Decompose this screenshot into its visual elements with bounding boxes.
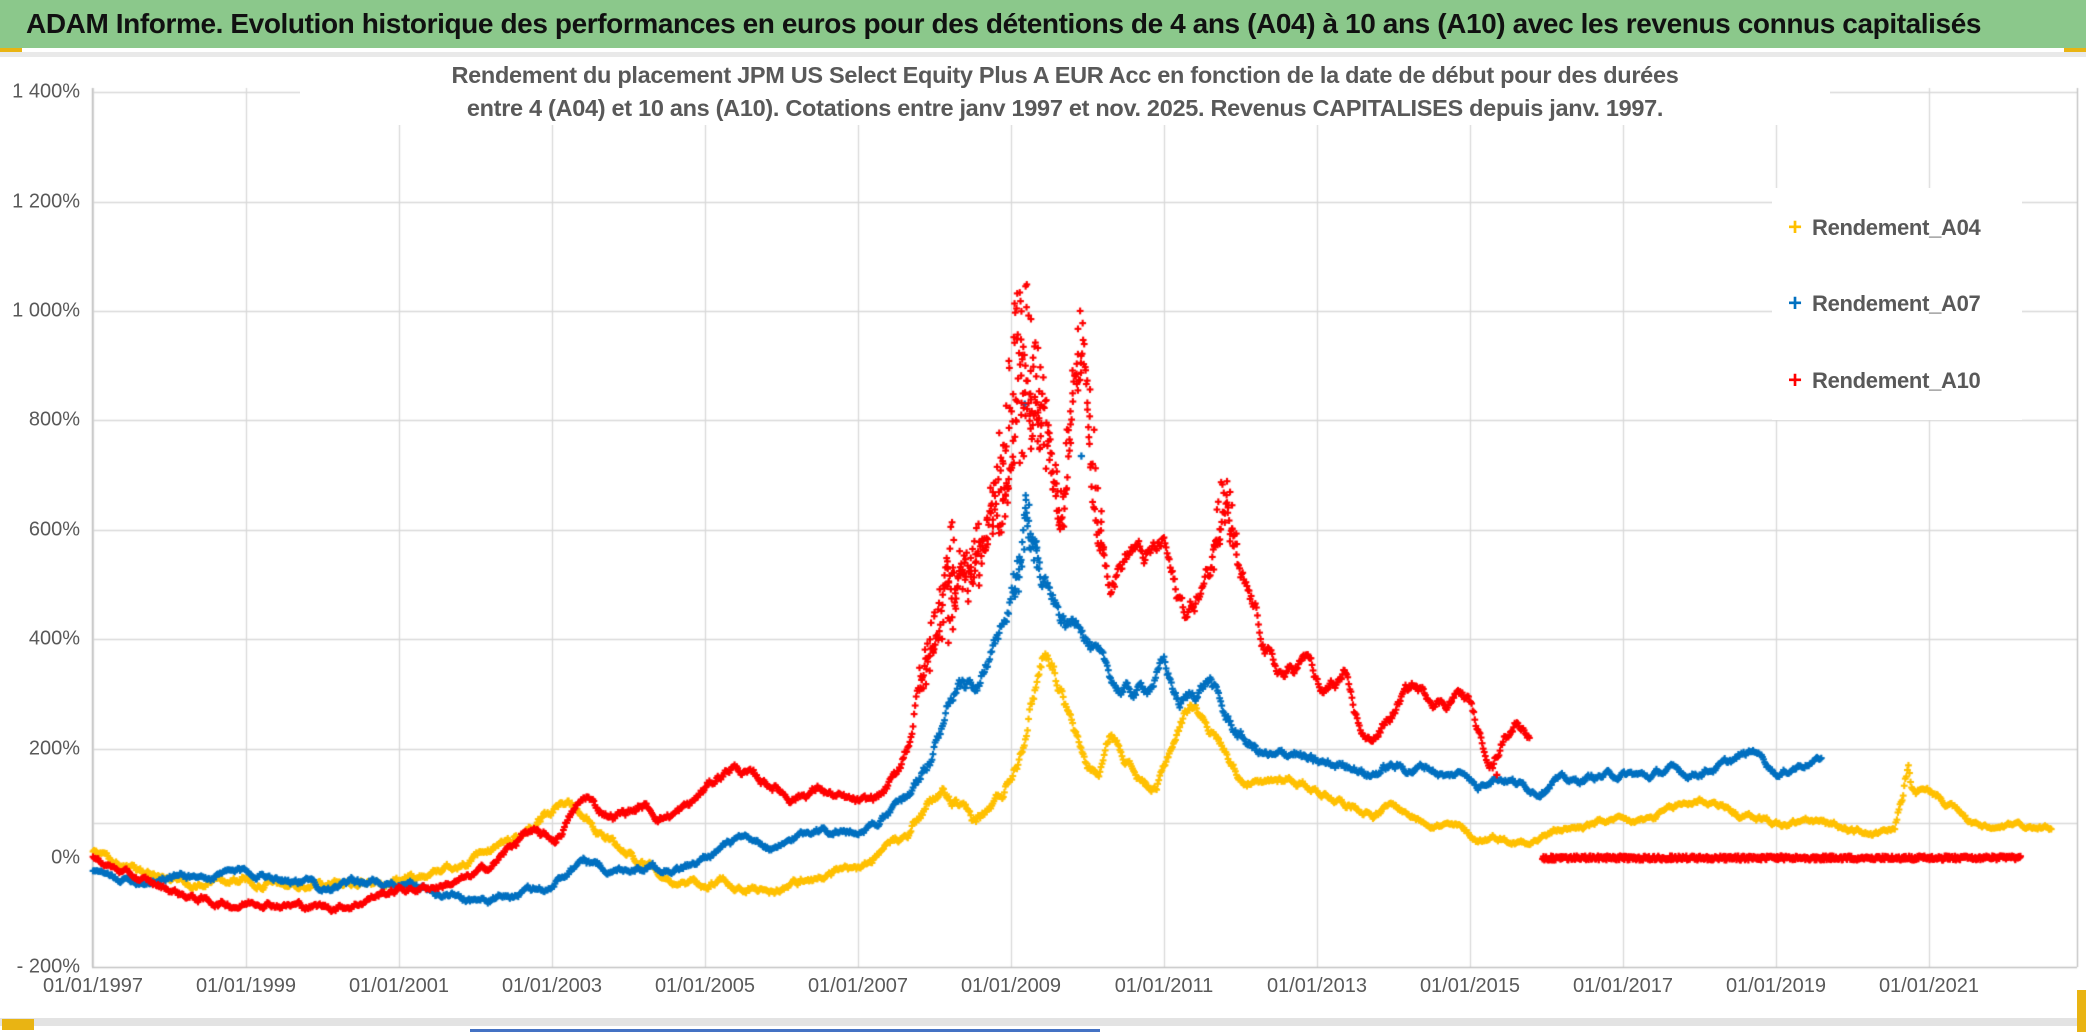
bottom-gray-strip <box>0 1018 2086 1026</box>
y-tick-label: 0% <box>51 846 80 869</box>
legend-item-a07[interactable]: + Rendement_A07 <box>1784 289 1981 319</box>
x-tick-label: 01/01/2011 <box>1114 975 1214 997</box>
x-tick-label: 01/01/2017 <box>1572 975 1674 997</box>
gold-accent-right-edge <box>2077 990 2086 1032</box>
chart-title: Rendement du placement JPM US Select Equ… <box>300 59 1830 125</box>
chart-title-line2: entre 4 (A04) et 10 ans (A10). Cotations… <box>466 95 1664 121</box>
x-tick-label: 01/01/2007 <box>807 975 909 997</box>
x-tick-label: 01/01/2021 <box>1878 975 1980 997</box>
chart-legend: + Rendement_A04 + Rendement_A07 + Rendem… <box>1772 188 2022 420</box>
chart-title-line1: Rendement du placement JPM US Select Equ… <box>451 62 1679 88</box>
chart-object[interactable]: Rendement du placement JPM US Select Equ… <box>0 57 2086 1013</box>
x-tick-label: 01/01/2005 <box>654 975 756 997</box>
legend-item-a10[interactable]: + Rendement_A10 <box>1784 366 1981 396</box>
y-tick-label: 200% <box>28 737 80 760</box>
gold-accent-bottom-left <box>2 1019 34 1030</box>
x-tick-label: 01/01/2015 <box>1419 975 1521 997</box>
legend-item-a04[interactable]: + Rendement_A04 <box>1784 213 1981 243</box>
x-tick-label: 01/01/2019 <box>1725 975 1827 997</box>
y-tick-label: 1 400% <box>12 80 80 103</box>
plus-marker-icon-a04: + <box>1787 214 1802 241</box>
legend-label-a04: Rendement_A04 <box>1812 215 1981 240</box>
x-tick-label: 01/01/2013 <box>1266 975 1368 997</box>
sheet-header-bar: ADAM Informe. Evolution historique des p… <box>0 0 2086 48</box>
y-tick-label: 1 200% <box>12 190 80 213</box>
x-tick-label: 01/01/2001 <box>348 975 450 997</box>
y-tick-label: 1 000% <box>12 299 80 322</box>
y-tick-label: 800% <box>28 408 80 431</box>
bottom-blue-strip <box>470 1029 1100 1032</box>
plus-marker-icon-a10: + <box>1787 367 1802 394</box>
x-tick-label: 01/01/1997 <box>42 975 144 997</box>
y-tick-label: 400% <box>28 627 80 650</box>
x-tick-label: 01/01/2009 <box>960 975 1062 997</box>
header-separator <box>0 52 2086 57</box>
y-tick-label: - 200% <box>16 955 80 978</box>
sheet-header-title: ADAM Informe. Evolution historique des p… <box>26 8 1982 39</box>
x-tick-label: 01/01/1999 <box>195 975 297 997</box>
x-tick-label: 01/01/2003 <box>501 975 603 997</box>
y-tick-label: 600% <box>28 518 80 541</box>
plot-area-canvas[interactable] <box>0 57 2086 1013</box>
legend-label-a10: Rendement_A10 <box>1812 368 1981 393</box>
plus-marker-icon-a07: + <box>1787 290 1802 317</box>
legend-label-a07: Rendement_A07 <box>1812 291 1981 316</box>
